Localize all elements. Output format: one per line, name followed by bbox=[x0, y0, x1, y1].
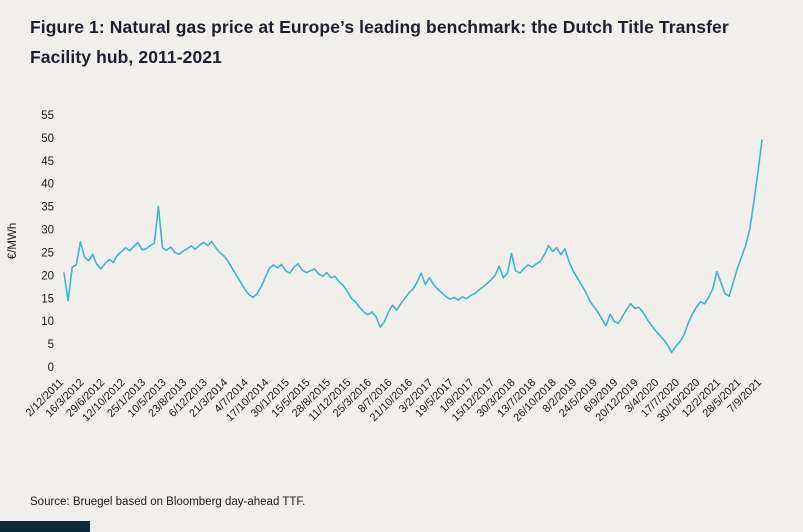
line-chart: 0510152025303540455055€/MWh2/12/201116/3… bbox=[7, 110, 764, 424]
y-tick-label: 5 bbox=[48, 339, 54, 351]
y-tick-label: 10 bbox=[41, 316, 54, 328]
source-note: Source: Bruegel based on Bloomberg day-a… bbox=[30, 496, 306, 508]
y-axis-label: €/MWh bbox=[7, 223, 19, 259]
y-tick-label: 0 bbox=[48, 362, 54, 374]
figure-title: Figure 1: Natural gas price at Europe’s … bbox=[30, 12, 729, 72]
figure-title-line1: Figure 1: Natural gas price at Europe’s … bbox=[30, 17, 729, 37]
y-tick-label: 55 bbox=[41, 110, 54, 122]
y-tick-label: 30 bbox=[41, 225, 54, 237]
y-tick-label: 40 bbox=[41, 179, 54, 191]
price-line bbox=[63, 139, 763, 354]
figure-title-line2: Facility hub, 2011-2021 bbox=[30, 47, 222, 67]
y-tick-label: 45 bbox=[41, 156, 54, 168]
y-tick-label: 20 bbox=[41, 270, 54, 282]
y-tick-label: 50 bbox=[41, 133, 54, 145]
brand-accent-bar bbox=[0, 521, 90, 532]
y-tick-label: 15 bbox=[41, 293, 54, 305]
y-tick-label: 25 bbox=[41, 248, 54, 260]
y-tick-label: 35 bbox=[41, 202, 54, 214]
